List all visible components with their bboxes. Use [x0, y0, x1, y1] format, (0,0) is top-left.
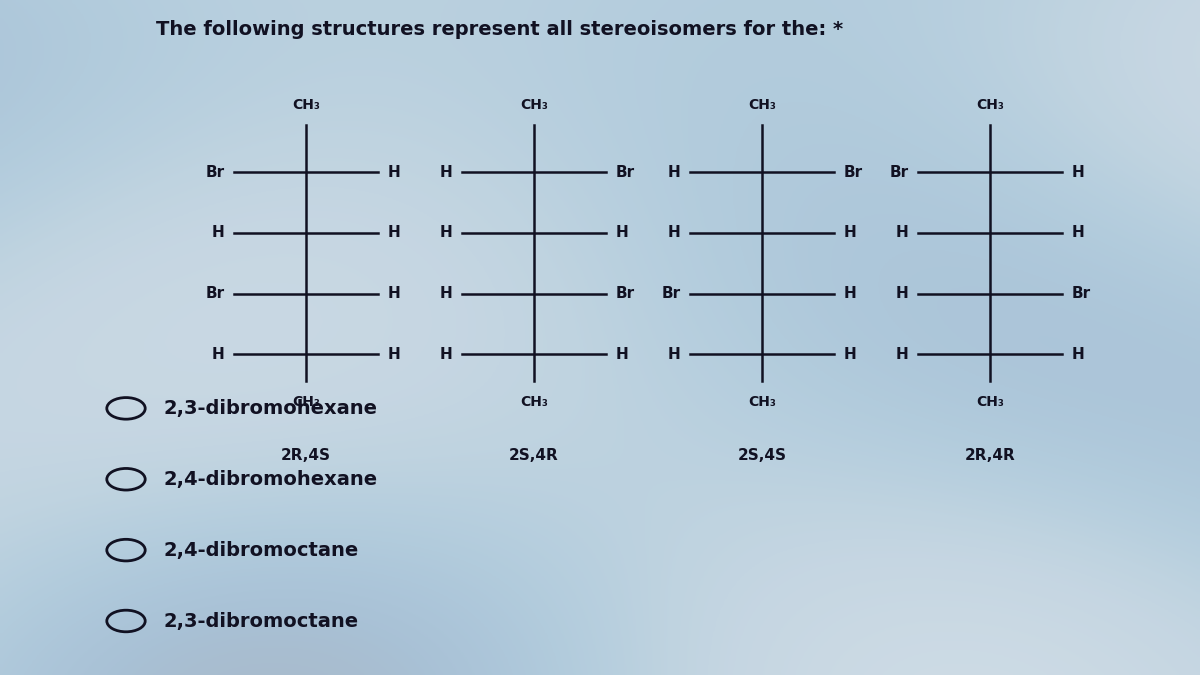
Text: H: H — [667, 225, 680, 240]
Text: 2,3-dibromoctane: 2,3-dibromoctane — [163, 612, 359, 630]
Text: H: H — [388, 165, 401, 180]
Text: 2R,4R: 2R,4R — [965, 448, 1015, 463]
Text: CH₃: CH₃ — [976, 395, 1004, 408]
Text: Br: Br — [205, 286, 224, 301]
Text: Br: Br — [616, 165, 635, 180]
Text: H: H — [1072, 165, 1085, 180]
Text: Br: Br — [1072, 286, 1091, 301]
Text: Br: Br — [661, 286, 680, 301]
Text: 2,4-dibromoctane: 2,4-dibromoctane — [163, 541, 359, 560]
Text: H: H — [616, 347, 629, 362]
Text: 2S,4S: 2S,4S — [738, 448, 786, 463]
Text: H: H — [844, 347, 857, 362]
Text: 2R,4S: 2R,4S — [281, 448, 331, 463]
Text: H: H — [895, 225, 908, 240]
Text: Br: Br — [616, 286, 635, 301]
Text: H: H — [1072, 225, 1085, 240]
Text: H: H — [388, 225, 401, 240]
Text: H: H — [388, 347, 401, 362]
Text: CH₃: CH₃ — [520, 98, 548, 111]
Text: H: H — [439, 347, 452, 362]
Text: H: H — [667, 347, 680, 362]
Text: H: H — [844, 225, 857, 240]
Text: Br: Br — [205, 165, 224, 180]
Text: CH₃: CH₃ — [520, 395, 548, 408]
Text: 2,4-dibromohexane: 2,4-dibromohexane — [163, 470, 377, 489]
Text: H: H — [439, 225, 452, 240]
Text: H: H — [211, 225, 224, 240]
Text: H: H — [211, 347, 224, 362]
Text: H: H — [895, 347, 908, 362]
Text: 2,3-dibromohexane: 2,3-dibromohexane — [163, 399, 377, 418]
Text: Br: Br — [844, 165, 863, 180]
Text: Br: Br — [889, 165, 908, 180]
Text: 2S,4R: 2S,4R — [509, 448, 559, 463]
Text: H: H — [439, 165, 452, 180]
Text: H: H — [844, 286, 857, 301]
Text: CH₃: CH₃ — [292, 98, 320, 111]
Text: H: H — [667, 165, 680, 180]
Text: H: H — [616, 225, 629, 240]
Text: CH₃: CH₃ — [748, 395, 776, 408]
Text: H: H — [439, 286, 452, 301]
Text: CH₃: CH₃ — [976, 98, 1004, 111]
Text: CH₃: CH₃ — [748, 98, 776, 111]
Text: The following structures represent all stereoisomers for the: *: The following structures represent all s… — [156, 20, 844, 39]
Text: H: H — [388, 286, 401, 301]
Text: CH₃: CH₃ — [292, 395, 320, 408]
Text: H: H — [895, 286, 908, 301]
Text: H: H — [1072, 347, 1085, 362]
